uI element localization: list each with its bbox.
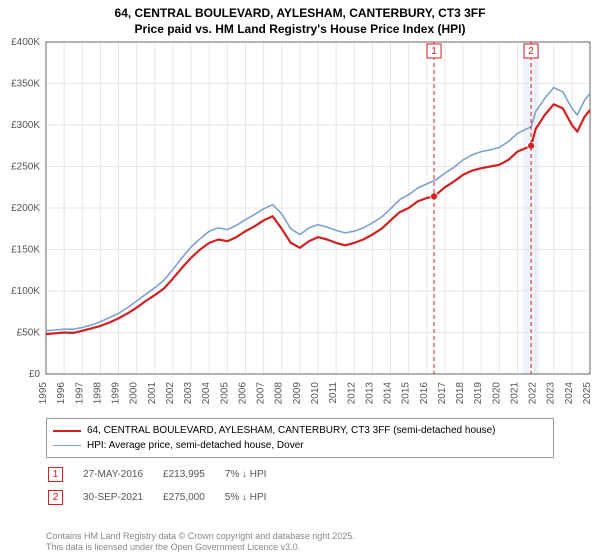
sale-delta-2: 5% ↓ HPI [225, 487, 285, 508]
svg-text:1996: 1996 [56, 382, 67, 405]
svg-text:2021: 2021 [509, 382, 520, 405]
svg-text:2020: 2020 [491, 382, 502, 405]
svg-text:2016: 2016 [419, 382, 430, 405]
sale-row-2: 2 30-SEP-2021 £275,000 5% ↓ HPI [48, 487, 284, 508]
svg-text:2004: 2004 [201, 382, 212, 405]
title-line-1: 64, CENTRAL BOULEVARD, AYLESHAM, CANTERB… [0, 6, 600, 22]
svg-text:2009: 2009 [292, 382, 303, 405]
svg-text:2023: 2023 [546, 382, 557, 405]
svg-text:2019: 2019 [473, 382, 484, 405]
svg-text:2018: 2018 [455, 382, 466, 405]
chart-title: 64, CENTRAL BOULEVARD, AYLESHAM, CANTERB… [0, 0, 600, 37]
sale-date-1: 27-MAY-2016 [83, 464, 161, 485]
legend: 64, CENTRAL BOULEVARD, AYLESHAM, CANTERB… [46, 418, 554, 458]
svg-text:2007: 2007 [256, 382, 267, 405]
svg-text:2001: 2001 [147, 382, 158, 405]
svg-text:2015: 2015 [401, 382, 412, 405]
svg-text:2003: 2003 [183, 382, 194, 405]
svg-text:£200K: £200K [11, 203, 40, 214]
svg-text:2024: 2024 [564, 382, 575, 405]
sale-price-2: £275,000 [163, 487, 223, 508]
svg-text:2011: 2011 [328, 382, 339, 404]
svg-text:£100K: £100K [11, 286, 40, 297]
attribution: Contains HM Land Registry data © Crown c… [46, 531, 355, 554]
sale-delta-1: 7% ↓ HPI [225, 464, 285, 485]
svg-text:2006: 2006 [237, 382, 248, 405]
legend-swatch-price-paid [53, 430, 81, 432]
svg-text:£150K: £150K [11, 245, 40, 256]
svg-text:2014: 2014 [383, 382, 394, 405]
svg-text:£250K: £250K [11, 162, 40, 173]
attribution-line-1: Contains HM Land Registry data © Crown c… [46, 531, 355, 543]
svg-text:2022: 2022 [528, 382, 539, 405]
svg-text:2000: 2000 [129, 382, 140, 405]
sales-table: 1 27-MAY-2016 £213,995 7% ↓ HPI 2 30-SEP… [46, 462, 286, 510]
sale-row-1: 1 27-MAY-2016 £213,995 7% ↓ HPI [48, 464, 284, 485]
svg-text:2017: 2017 [437, 382, 448, 405]
svg-text:2005: 2005 [219, 382, 230, 405]
sale-price-1: £213,995 [163, 464, 223, 485]
svg-text:1995: 1995 [38, 382, 49, 405]
svg-text:£400K: £400K [11, 37, 40, 48]
svg-text:1999: 1999 [111, 382, 122, 405]
legend-swatch-hpi [53, 445, 81, 446]
svg-text:2008: 2008 [274, 382, 285, 405]
legend-label-price-paid: 64, CENTRAL BOULEVARD, AYLESHAM, CANTERB… [87, 423, 495, 438]
sale-marker-2: 2 [48, 490, 63, 505]
legend-row-price-paid: 64, CENTRAL BOULEVARD, AYLESHAM, CANTERB… [53, 423, 547, 438]
svg-text:£350K: £350K [11, 79, 40, 90]
svg-text:1997: 1997 [74, 382, 85, 405]
svg-text:2013: 2013 [364, 382, 375, 405]
svg-text:2012: 2012 [346, 382, 357, 405]
svg-text:2025: 2025 [582, 382, 593, 405]
sale-marker-1: 1 [48, 467, 63, 482]
chart-container: 64, CENTRAL BOULEVARD, AYLESHAM, CANTERB… [0, 0, 600, 560]
svg-text:1998: 1998 [92, 382, 103, 405]
svg-text:1: 1 [431, 46, 437, 57]
svg-text:2010: 2010 [310, 382, 321, 405]
svg-text:2002: 2002 [165, 382, 176, 405]
svg-text:£300K: £300K [11, 120, 40, 131]
line-chart-svg: £0 £50K £100K £150K £200K £250K £300K £350K £400… [0, 34, 600, 414]
legend-row-hpi: HPI: Average price, semi-detached house,… [53, 438, 547, 453]
chart-area: £0 £50K £100K £150K £200K £250K £300K £350K £400… [0, 34, 600, 414]
attribution-line-2: This data is licensed under the Open Gov… [46, 542, 355, 554]
sale-date-2: 30-SEP-2021 [83, 487, 161, 508]
svg-text:2: 2 [528, 46, 534, 57]
svg-text:£0: £0 [29, 369, 41, 380]
svg-text:£50K: £50K [17, 328, 41, 339]
legend-label-hpi: HPI: Average price, semi-detached house,… [87, 438, 304, 453]
